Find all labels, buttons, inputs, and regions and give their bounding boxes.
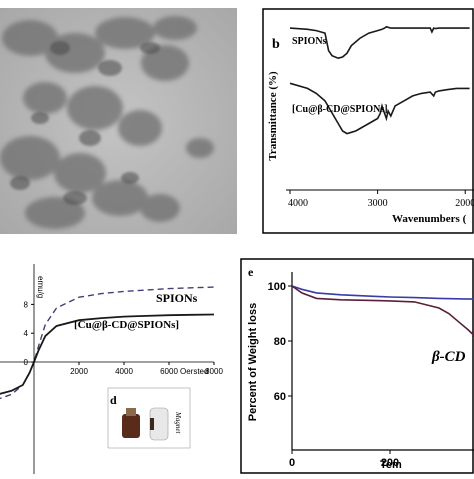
ftir-series-line-2 <box>289 82 470 135</box>
tga-y-tick-label: 80 <box>274 336 286 348</box>
vsm-y-tick-label: 8 <box>24 300 29 309</box>
tga-panel: e Percent of Weight loss 100 80 60 0 200 β-C… <box>240 258 474 474</box>
magnet-label: Magnet <box>174 411 182 434</box>
ftir-panel: b Transmittance (%) 4000 3000 2000 SPIONs … <box>262 8 474 234</box>
ftir-x-tick-label: 2000 <box>455 198 474 209</box>
vsm-chart: 2000 4000 6000 8000 8 4 0 emu/g Oersted SPIONs… <box>0 264 223 474</box>
vsm-series-line-cu <box>0 313 215 395</box>
ftir-series-label-spions: SPIONs <box>292 36 327 47</box>
vsm-series-label-cu: [Cu@β-CD@SPIONs] <box>74 319 179 331</box>
tga-x-tick-label: 0 <box>289 457 295 469</box>
vial-dispersed <box>122 414 140 438</box>
vsm-panel: 2000 4000 6000 8000 8 4 0 emu/g Oersted SPIONs… <box>0 258 232 474</box>
panel-e-letter: e <box>248 265 254 279</box>
tga-y-tick-label: 100 <box>268 281 286 293</box>
ftir-y-axis-label: Transmittance (%) <box>267 71 279 161</box>
panel-b-letter: b <box>272 37 280 52</box>
vsm-x-axis-label: Oersted <box>180 367 208 376</box>
vsm-x-tick-label: 8000 <box>205 367 223 376</box>
tem-image <box>0 8 237 234</box>
panel-e-border <box>240 258 474 474</box>
ftir-x-tick-label: 4000 <box>288 198 308 209</box>
ftir-x-axis-label: Wavenumbers ( <box>392 213 467 225</box>
ftir-chart: b Transmittance (%) 4000 3000 2000 SPIONs … <box>262 8 474 234</box>
tga-x-axis-label: Tem <box>380 459 402 471</box>
ftir-series-label-cu: [Cu@β-CD@SPIONs] <box>292 104 388 115</box>
tga-annotation: β-CD <box>431 349 466 365</box>
vsm-series-label-spions: SPIONs <box>156 291 198 305</box>
tga-series-line-1 <box>291 285 474 300</box>
vsm-y-axis-label: emu/g <box>36 276 45 298</box>
tga-chart: e Percent of Weight loss 100 80 60 0 200 β-C… <box>240 258 474 474</box>
ftir-x-tick-label: 3000 <box>368 198 388 209</box>
ftir-series-line-1 <box>289 25 470 60</box>
inset-letter: d <box>110 393 117 407</box>
vsm-y-tick-label: 0 <box>24 358 29 367</box>
vsm-x-tick-label: 4000 <box>115 367 133 376</box>
magnet-inset: d Magnet <box>107 387 191 449</box>
vsm-x-tick-label: 6000 <box>160 367 178 376</box>
tga-y-tick-label: 60 <box>274 391 286 403</box>
vsm-series-line-spions <box>0 286 215 400</box>
tga-series-line-2 <box>291 285 474 337</box>
panel-b-border <box>262 8 474 234</box>
tga-x-tick-label: 200 <box>381 457 399 469</box>
vsm-x-tick-label: 2000 <box>70 367 88 376</box>
tem-micrograph <box>0 8 237 234</box>
vsm-y-tick-label: 4 <box>24 329 29 338</box>
tga-y-axis-label: Percent of Weight loss <box>247 303 259 421</box>
